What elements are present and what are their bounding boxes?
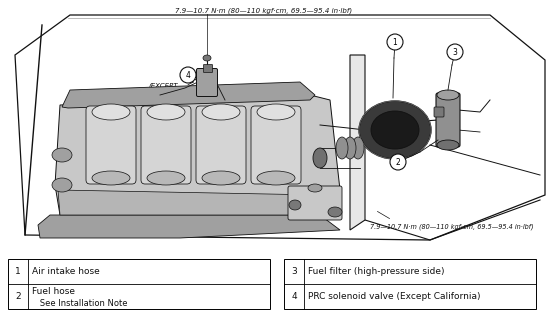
Ellipse shape <box>328 207 342 217</box>
Bar <box>284 259 536 309</box>
Polygon shape <box>38 215 340 238</box>
Ellipse shape <box>147 171 185 185</box>
Polygon shape <box>55 95 340 215</box>
Ellipse shape <box>359 101 431 159</box>
Ellipse shape <box>344 137 356 159</box>
Text: 3: 3 <box>453 48 458 57</box>
Ellipse shape <box>437 90 459 100</box>
Text: 1: 1 <box>392 38 397 47</box>
Ellipse shape <box>371 111 419 149</box>
Text: 7.9—10.7 N·m (80—110 kgf·cm, 69.5—95.4 in·lbf): 7.9—10.7 N·m (80—110 kgf·cm, 69.5—95.4 i… <box>370 223 533 229</box>
Text: See Installation Note: See Installation Note <box>32 300 128 308</box>
Ellipse shape <box>202 171 240 185</box>
Ellipse shape <box>52 178 72 192</box>
Ellipse shape <box>336 137 348 159</box>
FancyBboxPatch shape <box>288 186 342 220</box>
FancyBboxPatch shape <box>196 106 246 184</box>
Bar <box>8 259 270 309</box>
FancyBboxPatch shape <box>436 93 460 147</box>
Ellipse shape <box>92 104 130 120</box>
FancyBboxPatch shape <box>86 106 136 184</box>
Text: (EXCEPT
CALIFORNIA): (EXCEPT CALIFORNIA) <box>148 83 193 97</box>
Text: 3: 3 <box>291 267 297 276</box>
Ellipse shape <box>437 140 459 150</box>
Ellipse shape <box>202 104 240 120</box>
Ellipse shape <box>257 171 295 185</box>
Polygon shape <box>58 190 335 215</box>
Ellipse shape <box>203 55 211 61</box>
FancyBboxPatch shape <box>251 106 301 184</box>
Ellipse shape <box>92 171 130 185</box>
FancyBboxPatch shape <box>204 64 213 72</box>
Ellipse shape <box>257 104 295 120</box>
Text: PRC solenoid valve (Except California): PRC solenoid valve (Except California) <box>308 292 480 301</box>
Ellipse shape <box>352 137 364 159</box>
Circle shape <box>447 44 463 60</box>
Ellipse shape <box>52 148 72 162</box>
Text: 2: 2 <box>15 292 21 301</box>
Circle shape <box>180 67 196 83</box>
Circle shape <box>387 34 403 50</box>
Polygon shape <box>62 82 315 108</box>
Text: 4: 4 <box>291 292 297 301</box>
Ellipse shape <box>289 200 301 210</box>
Text: 4: 4 <box>185 71 190 80</box>
Ellipse shape <box>313 148 327 168</box>
Text: 7.9—10.7 N·m (80—110 kgf·cm, 69.5—95.4 in·lbf): 7.9—10.7 N·m (80—110 kgf·cm, 69.5—95.4 i… <box>175 8 352 15</box>
FancyBboxPatch shape <box>141 106 191 184</box>
Polygon shape <box>350 55 365 230</box>
Text: Fuel hose: Fuel hose <box>32 288 75 296</box>
Circle shape <box>390 154 406 170</box>
Text: Air intake hose: Air intake hose <box>32 267 100 276</box>
Text: 2: 2 <box>396 158 400 167</box>
Ellipse shape <box>308 184 322 192</box>
FancyBboxPatch shape <box>434 107 444 117</box>
Text: Fuel filter (high-pressure side): Fuel filter (high-pressure side) <box>308 267 444 276</box>
FancyBboxPatch shape <box>197 69 217 96</box>
Ellipse shape <box>147 104 185 120</box>
Text: 1: 1 <box>15 267 21 276</box>
